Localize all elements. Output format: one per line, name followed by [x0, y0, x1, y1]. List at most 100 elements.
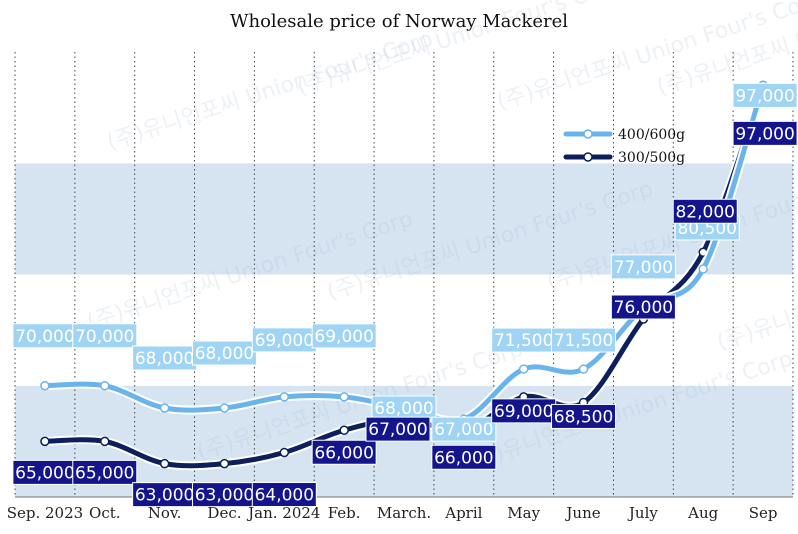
data-label-text: 68,000	[195, 344, 254, 364]
legend-marker-0	[583, 129, 593, 139]
x-tick-label: Nov.	[148, 504, 182, 522]
x-axis-ticks: Sep. 2023 Oct. Nov. Dec. Jan. 2024 Feb. March.…	[7, 504, 778, 522]
data-label-box	[311, 323, 377, 349]
chart-title: Wholesale price of Norway Mackerel	[230, 11, 568, 32]
data-label-box	[12, 323, 78, 349]
data-label-text: 69,000	[255, 331, 314, 351]
data-label-1-4: 64,000	[251, 482, 317, 507]
data-label-0-10: 77,000	[610, 254, 676, 280]
data-label-0-3: 68,000	[191, 340, 257, 366]
point-0-1	[100, 381, 110, 391]
data-label-text: 68,000	[374, 399, 433, 419]
x-tick-label: Oct.	[89, 504, 121, 522]
data-label-1-1: 65,000	[72, 459, 138, 485]
data-label-text: 97,000	[735, 86, 794, 106]
data-label-box	[551, 327, 617, 353]
data-label-1-5: 66,000	[311, 439, 377, 465]
data-label-text: 70,000	[75, 327, 134, 347]
data-label-1-6: 67,000	[365, 416, 431, 442]
x-tick-label: Sep	[749, 504, 778, 522]
data-label-1-2: 63,000	[132, 482, 198, 508]
legend-marker-1	[583, 152, 593, 162]
x-tick-label: Feb.	[328, 504, 361, 522]
data-label-box	[72, 323, 138, 349]
point-1-0	[40, 436, 50, 447]
data-label-box	[191, 340, 257, 366]
data-label-1-12: 97,000	[732, 120, 798, 146]
data-label-box	[431, 444, 497, 470]
point-1-4	[279, 447, 290, 458]
x-tick-label: March.	[377, 504, 431, 522]
data-label-text: 80,500	[677, 219, 736, 239]
data-label-0-7: 67,000	[431, 416, 497, 442]
point-1-5	[339, 425, 349, 435]
data-label-text: 76,000	[614, 298, 673, 318]
point-1-2	[159, 458, 170, 469]
data-label-text: 66,000	[314, 443, 373, 463]
data-label-1-7: 66,000	[431, 444, 497, 470]
point-0-3	[219, 403, 230, 413]
point-1-3	[219, 458, 230, 469]
data-label-0-8: 71,500	[491, 327, 557, 353]
data-label-0-6: 68,000	[371, 395, 437, 421]
data-label-text: 67,000	[434, 420, 493, 440]
data-label-box	[12, 459, 78, 485]
data-label-0-2: 68,000	[132, 345, 198, 371]
legend-label-0: 400/600g	[618, 127, 685, 143]
point-0-4	[279, 392, 290, 402]
point-0-0	[40, 381, 50, 391]
data-label-text: 67,000	[368, 420, 427, 440]
x-tick-label: Jan. 2024	[246, 504, 320, 522]
data-label-text: 70,000	[15, 327, 74, 347]
data-label-box	[610, 254, 676, 280]
data-label-box	[732, 82, 798, 108]
data-label-0-9: 71,500	[551, 327, 617, 353]
x-tick-label: Dec.	[207, 504, 241, 522]
data-label-1-0: 65,000	[12, 459, 78, 485]
data-label-text: 68,500	[554, 407, 613, 427]
point-0-2	[159, 403, 170, 413]
x-tick-label: Aug	[687, 504, 718, 522]
data-label-text: 65,000	[15, 463, 74, 483]
data-label-box	[72, 459, 138, 485]
data-label-box	[132, 482, 198, 508]
data-label-text: 69,000	[494, 402, 553, 422]
data-label-text: 63,000	[195, 486, 254, 506]
data-label-box	[251, 482, 317, 507]
x-tick-label: May	[507, 504, 540, 522]
data-label-1-10: 76,000	[610, 294, 676, 320]
data-label-box	[491, 398, 557, 424]
data-label-box	[311, 439, 377, 465]
point-1-1	[100, 436, 110, 447]
data-label-1-8: 69,000	[491, 398, 557, 424]
data-label-box	[672, 198, 738, 224]
legend-label-1: 300/500g	[618, 150, 685, 166]
data-label-text: 82,000	[675, 202, 734, 222]
data-label-text: 77,000	[614, 258, 673, 278]
data-label-box	[610, 294, 676, 320]
data-label-text: 63,000	[135, 486, 194, 506]
x-tick-label: Sep. 2023	[7, 504, 83, 522]
data-label-0-4: 69,000	[251, 327, 317, 353]
data-label-box	[365, 416, 431, 442]
data-label-0-0: 70,000	[12, 323, 78, 349]
data-label-text: 64,000	[255, 486, 314, 506]
data-label-text: 97,000	[735, 124, 794, 144]
point-0-8	[518, 364, 529, 374]
legend: 400/600g 300/500g	[563, 127, 685, 166]
data-label-text: 71,500	[554, 331, 613, 351]
x-tick-label: April	[444, 504, 482, 522]
x-tick-label: July	[627, 504, 658, 522]
data-label-box	[431, 416, 497, 442]
band	[15, 52, 793, 164]
data-label-text: 68,000	[135, 349, 194, 369]
data-label-1-9: 68,500	[551, 403, 617, 429]
data-label-box	[732, 120, 798, 146]
point-0-5	[339, 392, 349, 402]
data-label-0-12: 97,000	[732, 82, 798, 108]
data-label-text: 71,500	[494, 331, 553, 351]
data-label-box	[551, 403, 617, 429]
